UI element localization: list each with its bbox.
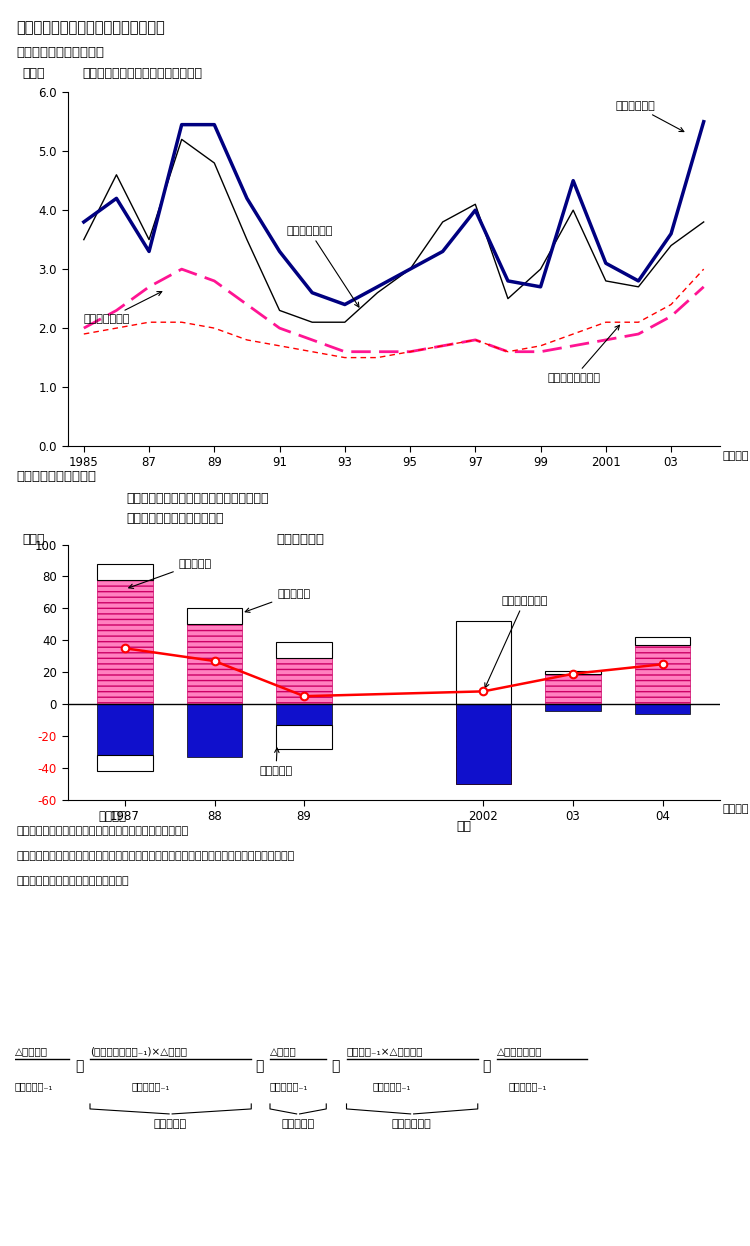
Text: －: －	[255, 1059, 263, 1074]
Bar	[98, 704, 153, 755]
Bar	[545, 670, 601, 674]
Text: ２．寄与度分解の考え方。: ２．寄与度分解の考え方。	[16, 876, 129, 886]
Bar	[98, 755, 153, 771]
Text: 経常利益＿₋₁: 経常利益＿₋₁	[15, 1082, 53, 1091]
Bar	[276, 704, 332, 725]
Text: 大企業製造業: 大企業製造業	[616, 101, 684, 132]
Text: 経常利益＿₋₁: 経常利益＿₋₁	[373, 1082, 411, 1091]
Text: （備考）　１．財務省「法人企業統計季報」により作成。: （備考） １．財務省「法人企業統計季報」により作成。	[16, 826, 189, 836]
Text: 全規模全産業: 全規模全産業	[276, 533, 324, 546]
Text: 売上高要因: 売上高要因	[129, 559, 212, 588]
Text: 人件費要因から売上高要因へ移行するが、: 人件費要因から売上高要因へ移行するが、	[126, 492, 268, 505]
Bar	[187, 608, 242, 624]
Text: （１）売上高経常利益率: （１）売上高経常利益率	[16, 46, 104, 59]
Text: （年度）: （年度）	[722, 804, 748, 814]
Point	[209, 652, 220, 672]
Bar	[276, 658, 332, 704]
Text: △経常利益: △経常利益	[15, 1047, 48, 1057]
Bar	[187, 624, 242, 704]
Text: 大企業製造業を中心に、改善が続く: 大企業製造業を中心に、改善が続く	[82, 67, 203, 80]
Text: その他の要因: その他の要因	[392, 1119, 432, 1129]
Text: （２）増減の要因分析: （２）増減の要因分析	[16, 470, 97, 482]
Bar	[455, 704, 512, 784]
Text: 今回: 今回	[456, 820, 471, 832]
Text: 経常利益＿₋₁: 経常利益＿₋₁	[131, 1082, 170, 1091]
Text: 人件費要因: 人件費要因	[260, 748, 292, 776]
Point	[477, 682, 489, 701]
Text: 経常利益前年比: 経常利益前年比	[484, 596, 548, 688]
Text: 売上高要因: 売上高要因	[154, 1119, 187, 1129]
Text: 大企業は資本金１億円以上、中小企業は資本金１千万円以上１億円未満の企業。: 大企業は資本金１億円以上、中小企業は資本金１千万円以上１億円未満の企業。	[16, 851, 295, 861]
Text: 寄与はバブル期と比べて鈍化: 寄与はバブル期と比べて鈍化	[126, 512, 224, 525]
Point	[119, 638, 131, 658]
Text: バブル期: バブル期	[98, 810, 127, 822]
Bar	[545, 674, 601, 704]
Text: （年度）: （年度）	[722, 451, 748, 461]
Text: 第１－１－６図　企業部門の増益要因: 第１－１－６図 企業部門の増益要因	[16, 20, 165, 35]
Point	[567, 664, 579, 684]
Bar	[634, 704, 690, 714]
Text: 中小企業非製造業: 中小企業非製造業	[547, 325, 620, 384]
Text: 人件費要因: 人件費要因	[281, 1119, 314, 1129]
Bar	[98, 579, 153, 704]
Text: 中小企業製造業: 中小企業製造業	[286, 226, 359, 307]
Text: －: －	[482, 1059, 490, 1074]
Text: 経常利益＿₋₁: 経常利益＿₋₁	[509, 1082, 547, 1091]
Text: －: －	[332, 1059, 340, 1074]
Text: 経常利益＿₋₁: 経常利益＿₋₁	[270, 1082, 308, 1091]
Text: （％）: （％）	[22, 533, 45, 546]
Bar	[545, 704, 601, 710]
Text: △その他固定費: △その他固定費	[497, 1047, 543, 1057]
Bar	[634, 637, 690, 645]
Point	[298, 687, 310, 706]
Text: 大企業非製造業: 大企業非製造業	[84, 292, 162, 324]
Bar	[276, 642, 332, 658]
Bar	[634, 645, 690, 704]
Bar	[455, 704, 512, 784]
Text: ＝: ＝	[75, 1059, 83, 1074]
Bar	[98, 563, 153, 579]
Bar	[187, 704, 242, 756]
Bar	[455, 622, 512, 704]
Point	[656, 654, 668, 674]
Text: △人件費: △人件費	[270, 1047, 297, 1057]
Text: （％）: （％）	[22, 67, 45, 80]
Text: 売上高　₋₁×△変動費率: 売上高 ₋₁×△変動費率	[346, 1047, 423, 1057]
Text: その他要因: その他要因	[245, 589, 310, 612]
Bar	[276, 725, 332, 749]
Text: (１－変動費率　₋₁)×△売上高: (１－変動費率 ₋₁)×△売上高	[90, 1047, 187, 1057]
